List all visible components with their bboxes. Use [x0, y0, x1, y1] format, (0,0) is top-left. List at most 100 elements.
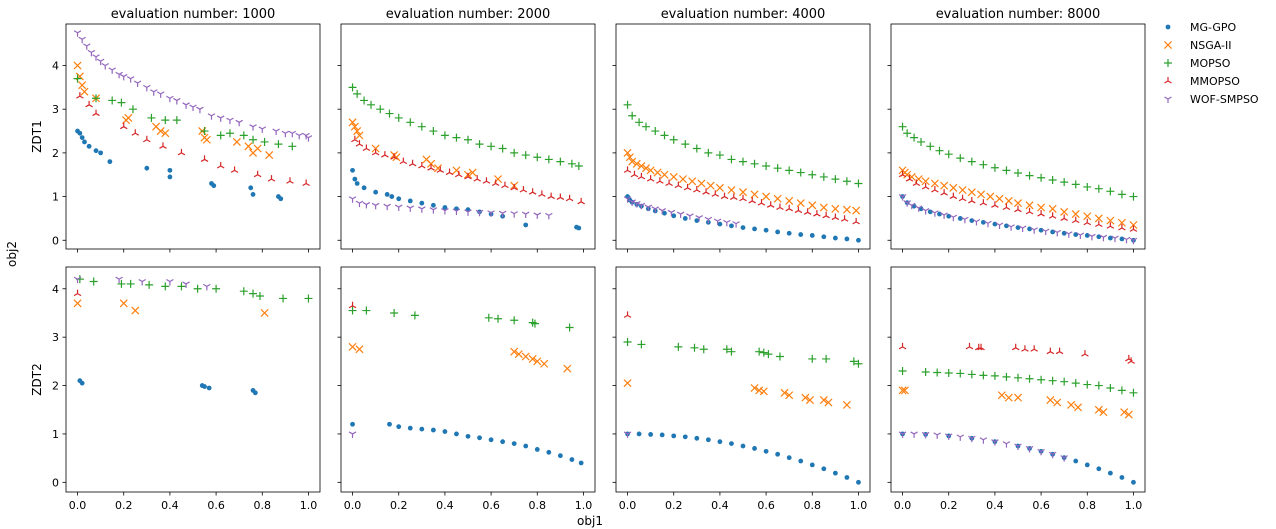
data-point [1124, 410, 1133, 419]
data-point [487, 210, 495, 217]
data-point [933, 368, 942, 377]
data-point [715, 183, 724, 192]
x-tick-label: 0.4 [986, 499, 1004, 512]
data-point [172, 116, 181, 125]
series-mmopso [623, 311, 632, 318]
data-point [921, 368, 930, 376]
data-point [1083, 380, 1092, 389]
data-point [384, 191, 390, 197]
data-point [86, 143, 92, 149]
data-point [1037, 173, 1046, 182]
data-point [1084, 233, 1090, 238]
data-point [354, 181, 360, 186]
x-tick-label: 0.2 [940, 499, 958, 512]
data-point [1117, 386, 1126, 395]
data-point [1118, 224, 1126, 231]
data-point [1013, 393, 1023, 402]
y-tick-label: 2 [52, 380, 59, 393]
series-wof-smpso [898, 194, 1138, 245]
data-point [961, 216, 969, 224]
data-point [940, 189, 948, 196]
data-point [440, 131, 449, 140]
data-point [510, 347, 519, 356]
data-point [394, 113, 403, 122]
data-point [809, 462, 815, 468]
series-mg-gpo [625, 431, 861, 485]
series-wof-smpso [73, 276, 211, 291]
data-point [351, 135, 359, 143]
data-point [83, 43, 91, 50]
data-point [780, 388, 789, 397]
x-tick-label: 0.0 [69, 499, 87, 512]
data-point [676, 211, 685, 219]
data-point [1004, 393, 1013, 402]
data-point [977, 190, 986, 199]
data-point [521, 211, 530, 219]
data-point [454, 170, 463, 178]
data-point [248, 185, 254, 191]
data-point [706, 181, 715, 190]
data-point [390, 153, 398, 160]
data-point [211, 183, 217, 189]
data-point [819, 396, 828, 405]
data-point [569, 457, 575, 462]
data-point [762, 161, 771, 170]
data-point [669, 135, 678, 144]
legend-item: MOPSO [1164, 57, 1231, 70]
data-point [350, 167, 355, 173]
data-point [429, 127, 438, 136]
data-point [1025, 207, 1034, 215]
data-point [464, 209, 472, 216]
data-point [482, 177, 491, 184]
data-point [216, 131, 225, 140]
data-point [1048, 175, 1057, 184]
data-point [956, 434, 965, 441]
data-point [694, 435, 700, 441]
data-point [1088, 233, 1096, 241]
data-point [230, 166, 239, 173]
x-tick-label: 0.2 [390, 499, 408, 512]
data-point [92, 54, 100, 61]
data-point [131, 306, 140, 315]
data-point [1067, 400, 1076, 409]
data-point [738, 188, 748, 197]
data-point [1021, 345, 1029, 352]
data-point [933, 432, 941, 439]
data-point [167, 174, 173, 180]
data-point [991, 439, 999, 446]
subplot-title: evaluation number: 2000 [386, 7, 551, 22]
data-point [488, 437, 494, 443]
data-point [523, 443, 529, 449]
data-point [79, 135, 85, 140]
data-point [1030, 345, 1038, 352]
data-point [399, 157, 408, 165]
data-point [533, 212, 542, 219]
series-nsga-ii [623, 379, 851, 409]
data-point [200, 127, 209, 136]
data-point [739, 157, 747, 166]
subplot-grid: 0 1 2 3 4 evaluation number: 1000 ZDT1 evaluati… [30, 7, 1146, 512]
series-mmopso [76, 92, 310, 186]
data-point [957, 216, 963, 221]
data-point [648, 432, 654, 437]
data-point [1002, 203, 1011, 211]
data-point [126, 279, 135, 288]
data-point [646, 175, 655, 182]
series-mopso [348, 83, 583, 170]
data-point [944, 150, 953, 159]
data-point [898, 342, 907, 350]
data-point [189, 104, 197, 112]
y-tick-label: 4 [52, 283, 59, 296]
x-axis-label: obj1 [577, 514, 603, 528]
data-point [361, 185, 367, 191]
data-point [465, 433, 471, 439]
data-point [385, 109, 394, 118]
data-point [1131, 479, 1136, 485]
data-point [442, 205, 448, 210]
series-nsga-ii [348, 342, 572, 373]
data-point [367, 100, 376, 109]
data-point [1025, 445, 1034, 453]
x-tick-label: 1.0 [850, 499, 868, 512]
data-point [418, 206, 426, 213]
data-point [177, 148, 186, 156]
